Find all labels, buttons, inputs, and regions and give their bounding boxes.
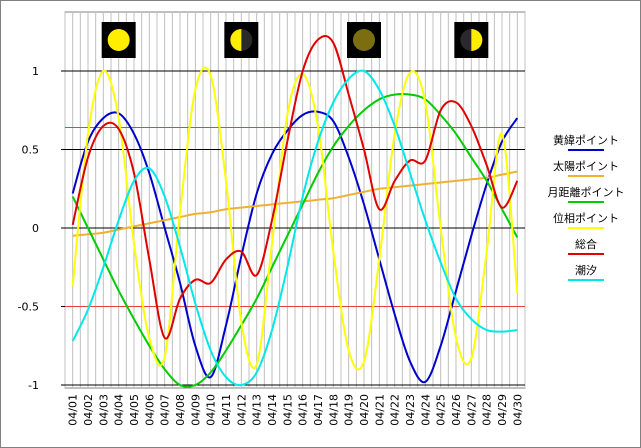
y-tick-label: 0.5 (22, 144, 40, 157)
series-line-3 (71, 66, 519, 371)
full-moon-icon (101, 22, 136, 58)
y-tick-label: -0.5 (18, 301, 39, 314)
series-line-5 (71, 69, 518, 387)
x-tick-label: 04/21 (373, 394, 386, 426)
y-tick-label: 1 (32, 65, 39, 78)
x-tick-label: 04/25 (435, 394, 448, 426)
x-tick-label: 04/28 (481, 394, 494, 426)
series-line-4 (71, 34, 519, 340)
x-tick-label: 04/24 (419, 394, 432, 426)
first-quarter-moon-icon (454, 22, 489, 58)
x-tick-label: 04/01 (67, 394, 80, 426)
x-tick-label: 04/06 (143, 394, 156, 426)
y-tick-label: 0 (32, 222, 39, 235)
x-tick-label: 04/07 (159, 394, 172, 426)
moon-lit-half (471, 29, 483, 51)
x-tick-label: 04/20 (358, 394, 371, 426)
series-line-1 (72, 170, 518, 237)
legend-label-4: 総合 (575, 237, 597, 251)
legend-label-1: 太陽ポイント (553, 160, 619, 173)
moon-disc (353, 29, 375, 51)
x-tick-label: 04/08 (174, 394, 187, 426)
x-tick-label: 04/04 (113, 394, 126, 426)
legend-label-2: 月距離ポイント (548, 185, 625, 199)
x-tick-label: 04/19 (343, 394, 356, 426)
x-tick-label: 04/23 (404, 394, 417, 426)
legend-label-5: 潮汐 (575, 263, 597, 277)
x-tick-label: 04/22 (389, 394, 402, 426)
series-line-0 (71, 110, 519, 384)
x-tick-label: 04/02 (82, 394, 95, 426)
y-tick-label: -1 (28, 379, 39, 392)
x-tick-label: 04/15 (281, 394, 294, 426)
x-tick-label: 04/03 (97, 394, 110, 426)
x-tick-label: 04/18 (327, 394, 340, 426)
x-tick-label: 04/05 (128, 394, 141, 426)
x-tick-label: 04/16 (297, 394, 310, 426)
last-quarter-moon-icon (224, 22, 259, 58)
x-tick-label: 04/29 (496, 394, 509, 426)
new-moon-icon (347, 22, 381, 58)
x-tick-label: 04/09 (189, 394, 202, 426)
x-tick-label: 04/12 (235, 394, 248, 426)
x-tick-label: 04/26 (450, 394, 463, 426)
x-tick-label: 04/27 (465, 394, 478, 426)
x-tick-label: 04/10 (205, 394, 218, 426)
legend-label-0: 黄緯ポイント (553, 133, 619, 147)
x-tick-label: 04/30 (511, 394, 524, 426)
x-tick-label: 04/13 (251, 394, 264, 426)
x-tick-label: 04/11 (220, 394, 233, 426)
moon-lit-half (230, 29, 242, 51)
x-tick-label: 04/17 (312, 394, 325, 426)
series-line-2 (71, 93, 519, 388)
legend-label-3: 位相ポイント (553, 211, 619, 225)
x-tick-label: 04/14 (266, 394, 279, 426)
moon-disc (107, 29, 130, 51)
